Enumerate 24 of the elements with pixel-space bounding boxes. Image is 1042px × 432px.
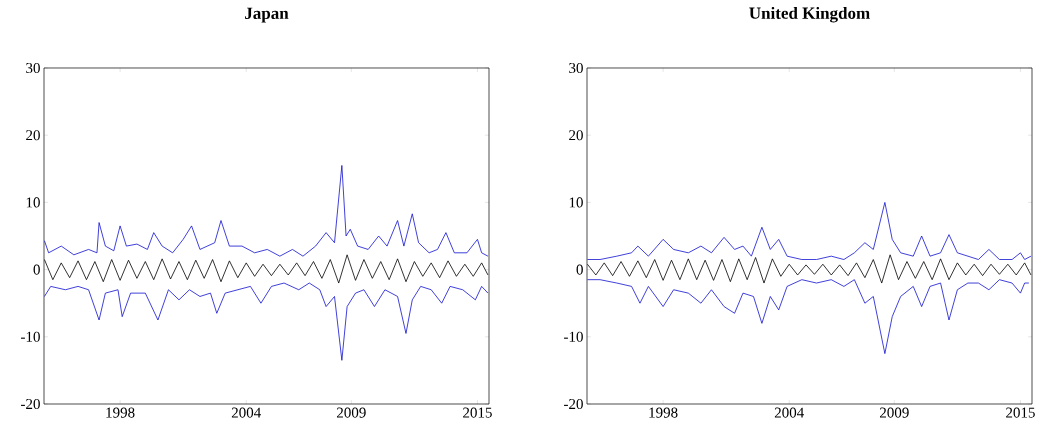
- y-tick-label: 0: [576, 264, 583, 275]
- y-tick-label: 30: [26, 62, 40, 74]
- y-tick-label: 30: [569, 62, 583, 74]
- chart-title: United Kingdom: [749, 6, 870, 23]
- x-tick-label: 2015: [463, 407, 492, 418]
- x-tick-label: 1998: [649, 407, 678, 418]
- x-tick-label: 2009: [879, 407, 909, 418]
- y-tick-label: 10: [569, 197, 583, 208]
- x-tick-label: 1998: [106, 407, 135, 418]
- y-tick-label: -10: [564, 331, 583, 342]
- y-tick-label: 10: [26, 197, 40, 208]
- line-series: [587, 279, 1030, 354]
- y-tick-label: -20: [21, 398, 40, 410]
- x-tick-label: 2004: [774, 407, 804, 418]
- y-tick-label: -10: [21, 331, 40, 342]
- x-tick-label: 2004: [231, 407, 261, 418]
- y-tick-label: 0: [33, 264, 40, 275]
- line-series: [44, 165, 489, 257]
- x-tick-label: 2009: [336, 407, 366, 418]
- y-tick-label: 20: [26, 130, 40, 141]
- y-tick-label: 20: [569, 130, 583, 141]
- chart-title: Japan: [245, 7, 289, 23]
- x-tick-label: 2015: [1006, 407, 1035, 418]
- y-tick-label: -20: [564, 398, 583, 410]
